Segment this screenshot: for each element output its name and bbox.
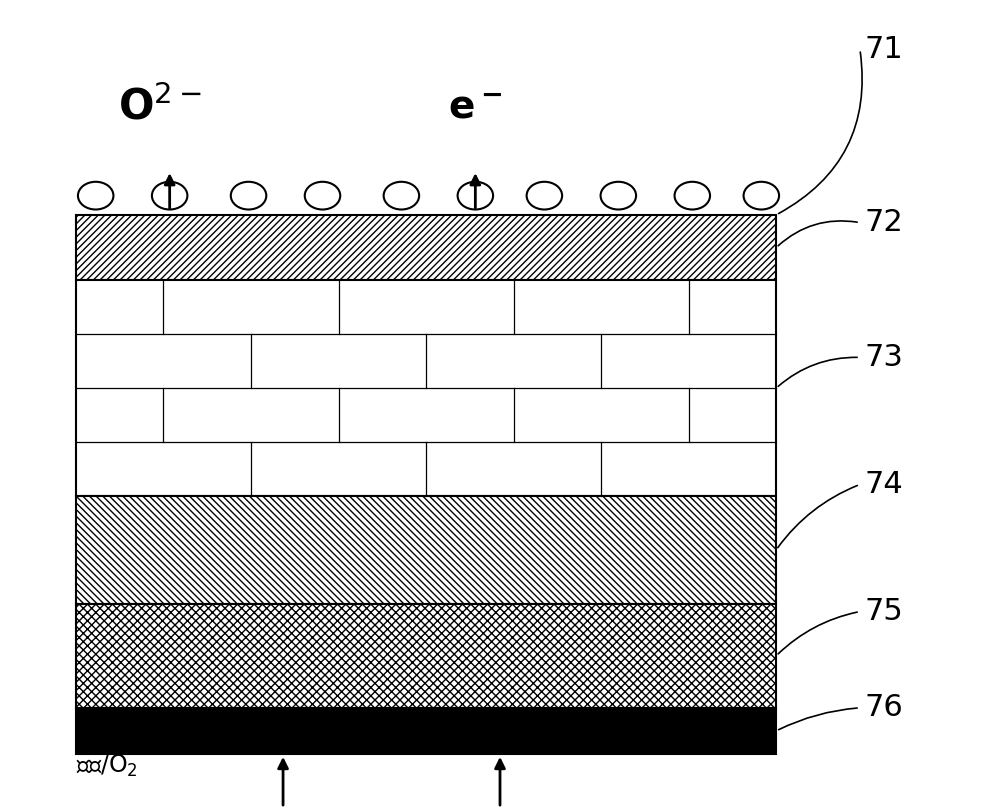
Bar: [76, 708, 776, 754]
Text: 空气/$\mathrm{O_2}$: 空气/$\mathrm{O_2}$: [76, 752, 138, 779]
Text: 72: 72: [865, 208, 904, 237]
Bar: [76, 215, 776, 281]
Bar: [76, 604, 776, 708]
Text: 74: 74: [865, 470, 904, 499]
Text: 71: 71: [865, 35, 904, 64]
Text: 75: 75: [865, 597, 904, 626]
Bar: [76, 281, 776, 496]
Text: $\mathbf{e^-}$: $\mathbf{e^-}$: [448, 88, 502, 126]
Text: $\mathbf{O}^{2-}$: $\mathbf{O}^{2-}$: [118, 86, 201, 129]
Bar: [76, 496, 776, 604]
Text: 76: 76: [865, 693, 904, 722]
Text: 73: 73: [865, 343, 904, 372]
